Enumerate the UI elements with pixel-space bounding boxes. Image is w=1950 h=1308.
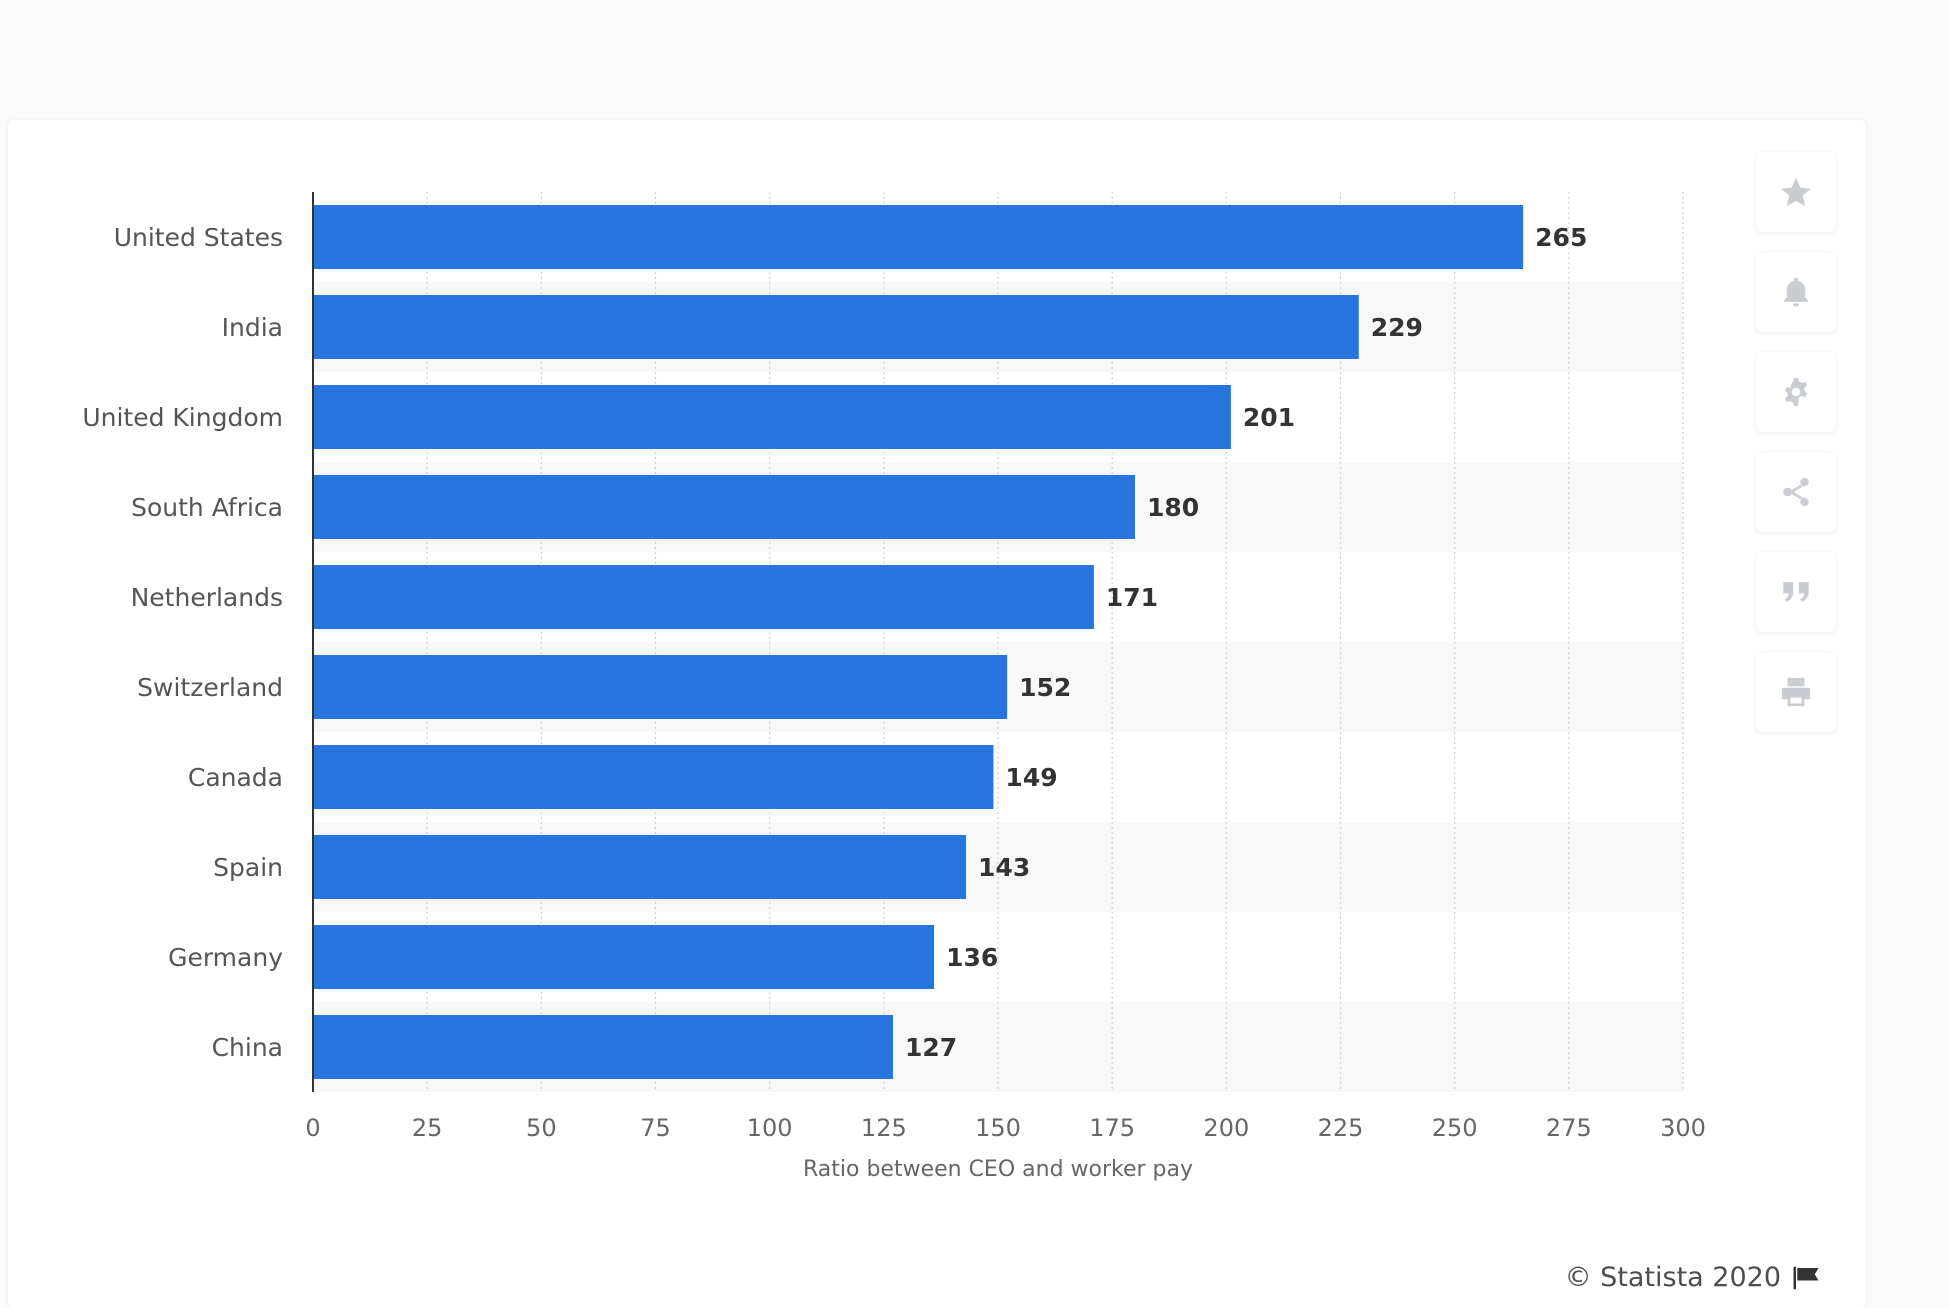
category-label: Spain: [213, 853, 283, 882]
x-tick-label: 100: [747, 1114, 793, 1142]
data-label: 265: [1535, 223, 1587, 252]
share-button[interactable]: [1756, 452, 1836, 532]
category-label: India: [222, 313, 283, 342]
x-axis-title: Ratio between CEO and worker pay: [803, 1157, 1193, 1182]
x-tick-label: 25: [412, 1114, 443, 1142]
category-label: United Kingdom: [82, 403, 283, 432]
x-tick-label: 50: [526, 1114, 557, 1142]
category-label: South Africa: [131, 493, 283, 522]
x-tick-label: 250: [1432, 1114, 1478, 1142]
data-label: 143: [978, 853, 1030, 882]
chart-card: United States 265 India 229 United Kingdom 20…: [8, 120, 1866, 1308]
bar[interactable]: [313, 745, 994, 809]
x-tick-label: 150: [975, 1114, 1021, 1142]
category-label: United States: [114, 223, 283, 252]
gear-icon: [1784, 377, 1808, 407]
x-tick-label: 75: [640, 1114, 671, 1142]
data-label: 229: [1371, 313, 1423, 342]
share-icon: [1783, 477, 1809, 507]
data-label: 127: [905, 1033, 957, 1062]
x-tick-label: 125: [861, 1114, 907, 1142]
settings-button[interactable]: [1756, 352, 1836, 432]
category-label: Canada: [188, 763, 283, 792]
cite-button[interactable]: [1756, 552, 1836, 632]
bell-icon: [1783, 277, 1809, 307]
flag-icon: [1793, 1266, 1819, 1289]
data-label: 152: [1019, 673, 1071, 702]
x-tick-label: 200: [1203, 1114, 1249, 1142]
category-label: Switzerland: [137, 673, 283, 702]
print-icon: [1781, 677, 1811, 707]
credit-text: © Statista 2020: [1564, 1262, 1781, 1293]
quote-icon: [1783, 582, 1809, 602]
star-icon: [1781, 177, 1811, 207]
bar[interactable]: [313, 295, 1359, 359]
bar[interactable]: [313, 925, 935, 989]
chart-toolbar: [1756, 152, 1836, 752]
category-label: China: [212, 1033, 283, 1062]
bar[interactable]: [313, 835, 967, 899]
data-label: 180: [1147, 493, 1199, 522]
favorite-button[interactable]: [1756, 152, 1836, 232]
data-label: 171: [1106, 583, 1158, 612]
statista-credit[interactable]: © Statista 2020: [1565, 1262, 1821, 1293]
print-button[interactable]: [1756, 652, 1836, 732]
category-label: Germany: [168, 943, 283, 972]
data-label: 136: [946, 943, 998, 972]
x-tick-label: 300: [1660, 1114, 1706, 1142]
bar[interactable]: [313, 655, 1008, 719]
x-tick-label: 0: [305, 1114, 320, 1142]
data-label: 149: [1005, 763, 1057, 792]
bar[interactable]: [313, 475, 1135, 539]
x-tick-label: 225: [1318, 1114, 1364, 1142]
data-label: 201: [1243, 403, 1295, 432]
bar[interactable]: [313, 385, 1231, 449]
notification-button[interactable]: [1756, 252, 1836, 332]
bar-chart: United States 265 India 229 United Kingdom 20…: [82, 192, 1706, 1182]
x-tick-label: 275: [1546, 1114, 1592, 1142]
bar[interactable]: [313, 1015, 893, 1079]
bar[interactable]: [313, 205, 1524, 269]
x-tick-label: 175: [1089, 1114, 1135, 1142]
bar[interactable]: [313, 565, 1094, 629]
category-label: Netherlands: [131, 583, 283, 612]
